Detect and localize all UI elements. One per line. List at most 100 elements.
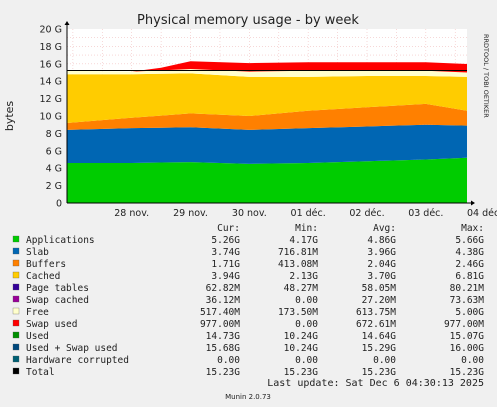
legend-value-cur: 14.73G — [206, 331, 241, 342]
y-tick-label: 16 G — [40, 59, 62, 70]
legend-value-avg: 3.70G — [367, 271, 396, 282]
legend-value-avg: 15.23G — [362, 367, 397, 378]
legend-value-avg: 672.61M — [356, 319, 396, 330]
last-update: Last update: Sat Dec 6 04:30:13 2025 — [267, 378, 484, 389]
legend-value-min: 716.81M — [278, 247, 318, 258]
legend-value-cur: 15.23G — [206, 367, 241, 378]
legend-value-avg: 15.29G — [362, 343, 397, 354]
legend-label: Used + Swap used — [26, 343, 118, 354]
legend-value-max: 977.00M — [444, 319, 484, 330]
legend-label: Swap cached — [26, 295, 89, 306]
legend-swatch — [12, 331, 20, 339]
legend-label: Total — [26, 367, 55, 378]
x-tick-label: 29 nov. — [173, 208, 208, 219]
y-tick-label: 4 G — [46, 164, 62, 175]
legend-value-avg: 2.04G — [367, 259, 396, 270]
area-swap-used — [67, 61, 467, 73]
x-tick-label: 03 déc. — [408, 208, 443, 219]
legend-value-cur: 3.74G — [211, 247, 240, 258]
legend-value-min: 0.00 — [295, 295, 318, 306]
x-tick-label: 02 déc. — [349, 208, 384, 219]
legend-value-cur: 3.94G — [211, 271, 240, 282]
legend-value-max: 5.66G — [455, 235, 484, 246]
legend-value-min: 0.00 — [295, 319, 318, 330]
legend-value-min: 2.13G — [289, 271, 318, 282]
x-tick-label: 28 nov. — [114, 208, 149, 219]
legend-value-cur: 0.00 — [217, 355, 240, 366]
legend-value-avg: 3.96G — [367, 247, 396, 258]
legend-value-min: 15.23G — [284, 367, 319, 378]
legend-value-min: 0.00 — [295, 355, 318, 366]
axes — [64, 21, 475, 206]
y-tick-label: 18 G — [40, 42, 62, 53]
legend-swatch — [12, 319, 20, 327]
y-tick-label: 20 G — [40, 25, 62, 36]
legend-swatch — [12, 283, 20, 291]
legend-swatch — [12, 367, 20, 375]
legend-label: Page tables — [26, 283, 89, 294]
legend-swatch — [12, 247, 20, 255]
legend-value-min: 10.24G — [284, 343, 319, 354]
legend-header: Cur: — [217, 223, 240, 234]
legend-label: Swap used — [26, 319, 77, 330]
legend-value-avg: 14.64G — [362, 331, 397, 342]
legend-label: Buffers — [26, 259, 66, 270]
legend-label: Slab — [26, 247, 49, 258]
legend-value-avg: 58.05M — [362, 283, 397, 294]
chart-title: Physical memory usage - by week — [137, 13, 359, 28]
legend-value-avg: 27.20M — [362, 295, 397, 306]
legend-value-max: 0.00 — [461, 355, 484, 366]
legend-value-min: 48.27M — [284, 283, 319, 294]
area-slab — [67, 124, 467, 164]
legend-header: Min: — [295, 223, 318, 234]
y-tick-label: 10 G — [40, 112, 62, 123]
munin-footer: Munin 2.0.73 — [225, 393, 271, 401]
legend-header: Avg: — [373, 223, 396, 234]
x-tick-labels: 28 nov. 29 nov. 30 nov. 01 déc. 02 déc. 03 dé… — [114, 208, 497, 219]
y-tick-label: 14 G — [40, 77, 62, 88]
legend-swatch — [12, 343, 20, 351]
legend-value-cur: 62.82M — [206, 283, 241, 294]
legend-value-max: 15.23G — [450, 367, 485, 378]
y-tick-labels: 0 2 G 4 G 6 G 8 G 10 G 12 G 14 G 16 G 18 G 20 G — [40, 25, 62, 210]
legend-value-cur: 36.12M — [206, 295, 241, 306]
legend-header: Max: — [461, 223, 484, 234]
x-tick-label: 01 déc. — [291, 208, 326, 219]
legend-swatch — [12, 259, 20, 267]
y-tick-label: 0 — [56, 199, 62, 210]
legend-value-max: 6.81G — [455, 271, 484, 282]
legend-value-max: 15.07G — [450, 331, 485, 342]
legend-label: Used — [26, 331, 49, 342]
legend-value-max: 2.46G — [455, 259, 484, 270]
legend-value-cur: 517.40M — [200, 307, 240, 318]
x-tick-label: 30 nov. — [232, 208, 267, 219]
legend-value-cur: 5.26G — [211, 235, 240, 246]
y-tick-label: 6 G — [46, 146, 62, 157]
legend-swatch — [12, 235, 20, 243]
rrdtool-credit: RRDTOOL / TOBI OETIKER — [482, 34, 490, 118]
x-tick-label: 04 déc. — [467, 208, 497, 219]
area-buffers — [67, 103, 467, 130]
legend-value-max: 80.21M — [450, 283, 485, 294]
legend-value-min: 4.17G — [289, 235, 318, 246]
legend-value-max: 4.38G — [455, 247, 484, 258]
legend-value-max: 16.00G — [450, 343, 485, 354]
legend-value-max: 5.00G — [455, 307, 484, 318]
legend-value-cur: 1.71G — [211, 259, 240, 270]
legend-label: Free — [26, 307, 49, 318]
legend-swatch — [12, 295, 20, 303]
legend-value-cur: 977.00M — [200, 319, 240, 330]
legend-value-min: 10.24G — [284, 331, 319, 342]
y-tick-label: 2 G — [46, 181, 62, 192]
y-axis-label: bytes — [3, 101, 16, 132]
legend-swatch — [12, 271, 20, 279]
y-tick-label: 8 G — [46, 129, 62, 140]
legend-label: Applications — [26, 235, 95, 246]
area-cached — [67, 73, 467, 123]
legend-value-min: 173.50M — [278, 307, 318, 318]
legend-swatch — [12, 355, 20, 363]
legend-value-avg: 4.86G — [367, 235, 396, 246]
legend-label: Cached — [26, 271, 60, 282]
legend: Cur: Min: Avg: Max: Applications 5.26G 4.17G 4.… — [12, 223, 485, 378]
